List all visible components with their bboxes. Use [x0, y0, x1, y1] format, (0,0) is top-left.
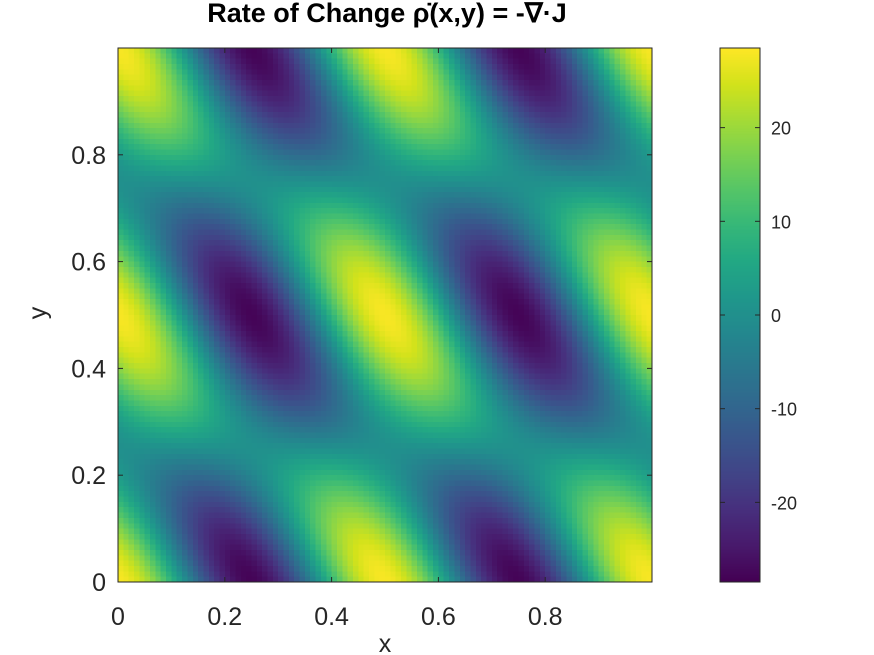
y-tick-label: 0.4 — [71, 355, 106, 383]
colorbar — [720, 48, 760, 582]
colorbar-tick-label: 10 — [771, 212, 791, 232]
x-axis: 0 0.2 0.4 0.6 0.8 — [111, 48, 563, 631]
y-tick-label: 0.8 — [71, 142, 106, 170]
chart-title: Rate of Change ρ̇(x,y) = -∇·J — [207, 0, 567, 28]
y-tick-label: 0.6 — [71, 249, 106, 277]
x-tick-label: 0.6 — [421, 603, 456, 631]
y-axis-label: y — [24, 306, 52, 319]
x-tick-label: 0.4 — [314, 603, 349, 631]
colorbar-axis: -20 -10 0 10 20 — [720, 119, 797, 513]
x-tick-label: 0 — [111, 603, 125, 631]
y-tick-label: 0 — [92, 569, 106, 597]
heatmap-image — [118, 48, 652, 582]
x-tick-label: 0.8 — [528, 603, 563, 631]
heatmap-plot-area — [118, 48, 652, 582]
colorbar-gradient — [720, 48, 760, 582]
plot-frame — [117, 47, 653, 583]
y-tick-label: 0.2 — [71, 462, 106, 490]
x-axis-label: x — [379, 630, 392, 655]
x-tick-label: 0.2 — [207, 603, 242, 631]
colorbar-tick-label: -10 — [771, 400, 797, 420]
colorbar-tick-label: 0 — [771, 306, 781, 326]
colorbar-tick-label: -20 — [771, 493, 797, 513]
y-axis: 0 0.2 0.4 0.6 0.8 — [71, 142, 652, 597]
colorbar-tick-label: 20 — [771, 119, 791, 139]
